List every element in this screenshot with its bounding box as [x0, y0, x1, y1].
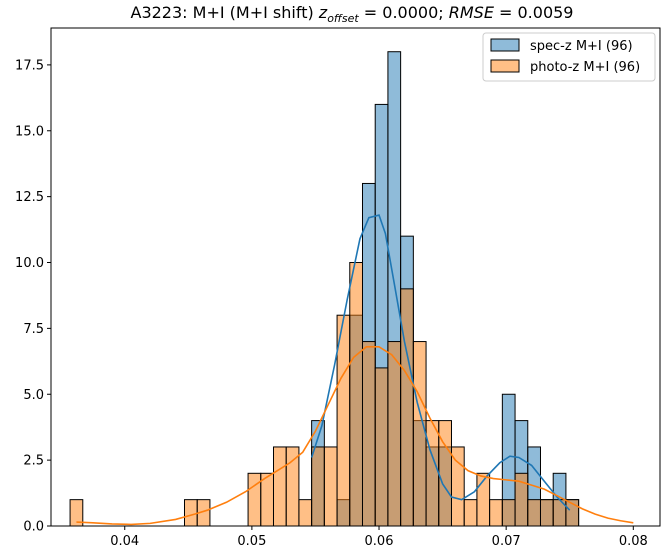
photo-z-bar [539, 499, 554, 527]
y-tick-label: 7.5 [23, 322, 44, 337]
y-tick-label: 15.0 [15, 124, 44, 139]
photo-z-bar [374, 367, 389, 527]
legend: spec-z M+I (96) photo-z M+I (96) [482, 32, 656, 82]
photo-z-bar [425, 420, 440, 527]
y-tick-label: 2.5 [23, 454, 44, 469]
y-tick-label: 5.0 [23, 388, 44, 403]
title-prefix: A3223: M+I (M+I shift) [131, 3, 319, 22]
y-tick-label: 12.5 [15, 190, 44, 205]
photo-z-bar [387, 341, 402, 527]
x-tick-label: 0.07 [492, 534, 521, 549]
photo-z-bar [501, 499, 516, 527]
spec-z-kde-line [310, 214, 571, 511]
photo-z-bar [450, 446, 465, 527]
photo-z-bar [438, 420, 452, 527]
y-axis: 0.0 2.5 5.0 7.5 10.0 12.5 15.0 17.5 [15, 58, 51, 535]
photo-z-bar [183, 499, 198, 527]
title-z-eq: = 0.0000; [359, 3, 449, 22]
photo-z-bar [247, 472, 262, 527]
axes-frame [50, 27, 661, 527]
photo-z-bar [323, 446, 338, 527]
photo-z-bar [285, 446, 300, 527]
legend-label-photo-z: photo-z M+I (96) [530, 60, 640, 75]
title-rmse-var: RMSE [449, 3, 495, 22]
plot-area [69, 51, 634, 527]
legend-swatch-spec-z [490, 38, 520, 52]
series-1-bars [69, 262, 580, 527]
y-tick-label: 17.5 [15, 58, 44, 73]
photo-z-bar [336, 314, 351, 527]
y-tick-label: 0.0 [23, 520, 44, 535]
photo-z-bar [489, 499, 503, 527]
photo-z-bar [400, 288, 414, 527]
legend-swatch-photo-z [490, 59, 520, 73]
photo-z-bar [361, 341, 376, 527]
chart-title: A3223: M+I (M+I shift) zoffset = 0.0000;… [131, 3, 574, 25]
photo-z-bar [463, 499, 478, 527]
photo-z-bar [527, 499, 541, 527]
photo-z-bar [260, 472, 274, 527]
title-rmse-eq: = 0.0059 [494, 3, 574, 22]
photo-z-bar [412, 341, 427, 527]
photo-z-bar [298, 499, 313, 527]
photo-z-bar [272, 446, 287, 527]
y-tick-label: 10.0 [15, 256, 44, 271]
x-axis: 0.04 0.05 0.06 0.07 0.08 [110, 526, 648, 549]
x-tick-label: 0.04 [110, 534, 139, 549]
x-tick-label: 0.08 [619, 534, 648, 549]
photo-z-bar [311, 446, 325, 527]
legend-label-spec-z: spec-z M+I (96) [530, 39, 633, 54]
legend-frame [482, 32, 656, 82]
title-z-var: z [318, 3, 328, 22]
x-tick-label: 0.05 [237, 534, 266, 549]
title-z-sub: offset [327, 12, 359, 25]
x-tick-label: 0.06 [365, 534, 394, 549]
photo-z-bar [349, 262, 363, 527]
photo-z-kde-line [76, 346, 634, 526]
